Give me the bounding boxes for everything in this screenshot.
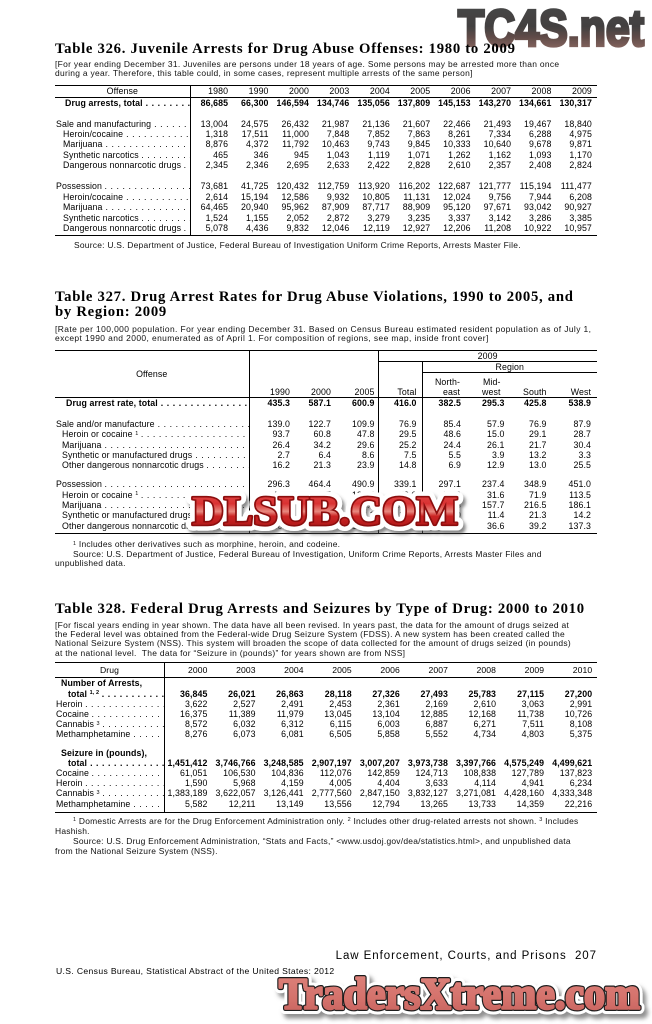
svg-text:TradersXtreme.com: TradersXtreme.com bbox=[279, 970, 640, 1019]
svg-text:TradersXtreme.com: TradersXtreme.com bbox=[279, 970, 640, 1019]
svg-text:DLSUB.COM: DLSUB.COM bbox=[192, 488, 458, 534]
svg-text:TC4S.net: TC4S.net bbox=[458, 0, 644, 56]
svg-text:TradersXtreme.com: TradersXtreme.com bbox=[279, 970, 640, 1019]
svg-text:DLSUB.COM: DLSUB.COM bbox=[192, 488, 458, 534]
